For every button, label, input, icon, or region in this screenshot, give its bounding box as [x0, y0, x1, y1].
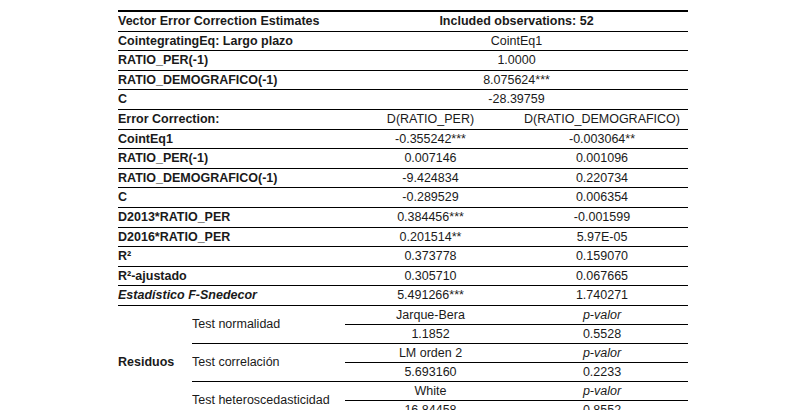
cell-value: 5.97E-05	[516, 227, 688, 247]
cell-value: -0.001599	[516, 207, 688, 227]
table-row: RATIO_PER(-1) 0.007146 0.001096	[118, 149, 688, 169]
row-label: RATIO_DEMOGRAFICO(-1)	[118, 70, 345, 90]
row-label-r-squared-adjusted: R²-ajustado	[118, 266, 345, 286]
table-row: CointEq1 -0.355242*** -0.003064**	[118, 129, 688, 149]
row-label: RATIO_DEMOGRAFICO(-1)	[118, 168, 345, 188]
table-title: Vector Error Correction Estimates	[118, 11, 345, 31]
p-value-header: p-valor	[516, 305, 688, 324]
row-label: CointEq1	[118, 129, 345, 149]
error-correction-header-row: Error Correction: D(RATIO_PER) D(RATIO_D…	[118, 109, 688, 129]
statistic-name: LM orden 2	[345, 343, 516, 362]
p-value: 0.5528	[516, 324, 688, 343]
residuals-section-label: Residuos	[118, 305, 192, 410]
cell-value: 0.305710	[345, 266, 516, 286]
row-label: C	[118, 90, 345, 110]
statistic-name: Jarque-Bera	[345, 305, 516, 324]
test-name: Test heteroscedasticidad	[192, 381, 345, 410]
statistic-value: 5.693160	[345, 362, 516, 381]
column-header-d-ratio-demografico: D(RATIO_DEMOGRAFICO)	[516, 109, 688, 129]
table-row: Estadístico F-Snedecor 5.491266*** 1.740…	[118, 286, 688, 306]
cell-value: 0.006354	[516, 188, 688, 208]
table-row: R²-ajustado 0.305710 0.067665	[118, 266, 688, 286]
p-value: 0.2233	[516, 362, 688, 381]
cell-value: 0.001096	[516, 149, 688, 169]
cell-value: 0.373778	[345, 247, 516, 267]
cell-value: -0.003064**	[516, 129, 688, 149]
cell-value: -0.355242***	[345, 129, 516, 149]
row-label: C	[118, 188, 345, 208]
cell-value: -0.289529	[345, 188, 516, 208]
cell-value: -28.39759	[345, 90, 688, 110]
cointeq-header-row: CointegratingEq: Largo plazo CointEq1	[118, 31, 688, 51]
row-label-f-statistic: Estadístico F-Snedecor	[118, 286, 345, 306]
residuals-test-row: Residuos Test normalidad Jarque-Bera p-v…	[118, 305, 688, 324]
residuals-test-row: Test correlación LM orden 2 p-valor	[118, 343, 688, 362]
cell-value: 0.220734	[516, 168, 688, 188]
vec-estimates-table: Vector Error Correction Estimates Includ…	[118, 10, 688, 410]
row-label: D2013*RATIO_PER	[118, 207, 345, 227]
table-row: R² 0.373778 0.159070	[118, 247, 688, 267]
row-label-r-squared: R²	[118, 247, 345, 267]
table-row: RATIO_DEMOGRAFICO(-1) -9.424834 0.220734	[118, 168, 688, 188]
statistic-value: 16.84458	[345, 400, 516, 410]
p-value-header: p-valor	[516, 343, 688, 362]
cell-value: 0.007146	[345, 149, 516, 169]
cell-value: -9.424834	[345, 168, 516, 188]
cell-value: 8.075624***	[345, 70, 688, 90]
table-row: RATIO_PER(-1) 1.0000	[118, 51, 688, 71]
cointeq-section-label: CointegratingEq: Largo plazo	[118, 31, 345, 51]
title-row: Vector Error Correction Estimates Includ…	[118, 11, 688, 31]
table-row: D2016*RATIO_PER 0.201514** 5.97E-05	[118, 227, 688, 247]
row-label: RATIO_PER(-1)	[118, 51, 345, 71]
p-value-header: p-valor	[516, 381, 688, 400]
cell-value: 5.491266***	[345, 286, 516, 306]
cell-value: 0.201514**	[345, 227, 516, 247]
row-label: RATIO_PER(-1)	[118, 149, 345, 169]
cell-value: 1.740271	[516, 286, 688, 306]
table-row: RATIO_DEMOGRAFICO(-1) 8.075624***	[118, 70, 688, 90]
error-correction-section-label: Error Correction:	[118, 109, 345, 129]
cell-value: 0.384456***	[345, 207, 516, 227]
cointeq-column-header: CointEq1	[345, 31, 688, 51]
table-row: C -0.289529 0.006354	[118, 188, 688, 208]
row-label: D2016*RATIO_PER	[118, 227, 345, 247]
cell-value: 1.0000	[345, 51, 688, 71]
cell-value: 0.067665	[516, 266, 688, 286]
test-name: Test correlación	[192, 343, 345, 381]
statistic-value: 1.1852	[345, 324, 516, 343]
table-row: D2013*RATIO_PER 0.384456*** -0.001599	[118, 207, 688, 227]
table-row: C -28.39759	[118, 90, 688, 110]
residuals-test-row: Test heteroscedasticidad White p-valor	[118, 381, 688, 400]
statistic-name: White	[345, 381, 516, 400]
column-header-d-ratio-per: D(RATIO_PER)	[345, 109, 516, 129]
p-value: 0.8552	[516, 400, 688, 410]
included-observations: Included observations: 52	[345, 11, 688, 31]
cell-value: 0.159070	[516, 247, 688, 267]
test-name: Test normalidad	[192, 305, 345, 343]
